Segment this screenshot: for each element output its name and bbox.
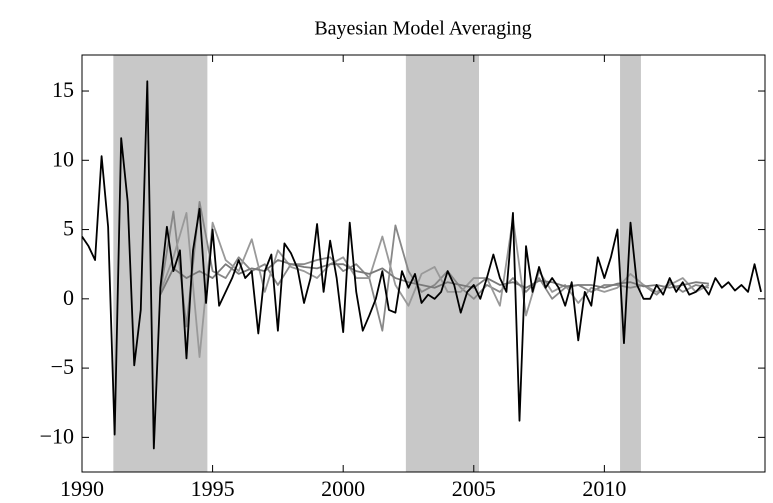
y-tick-label: −10: [40, 423, 74, 448]
y-tick-label: 0: [63, 285, 74, 310]
x-tick-label: 2000: [321, 476, 365, 501]
y-tick-label: 15: [52, 77, 74, 102]
series-line: [81, 80, 762, 450]
y-tick-label: 10: [52, 146, 74, 171]
series-line: [159, 259, 709, 296]
x-tick-label: 1990: [60, 476, 104, 501]
x-tick-label: 1995: [191, 476, 235, 501]
x-tick-label: 2005: [452, 476, 496, 501]
plot-frame: [81, 54, 766, 473]
shaded-band: [405, 55, 480, 472]
x-tick-label: 2010: [582, 476, 626, 501]
series-line: [159, 212, 710, 358]
shaded-band: [620, 55, 641, 472]
y-tick-label: 5: [63, 216, 74, 241]
y-tick-label: −5: [51, 354, 74, 379]
chart-title: Bayesian Model Averaging: [314, 18, 531, 40]
